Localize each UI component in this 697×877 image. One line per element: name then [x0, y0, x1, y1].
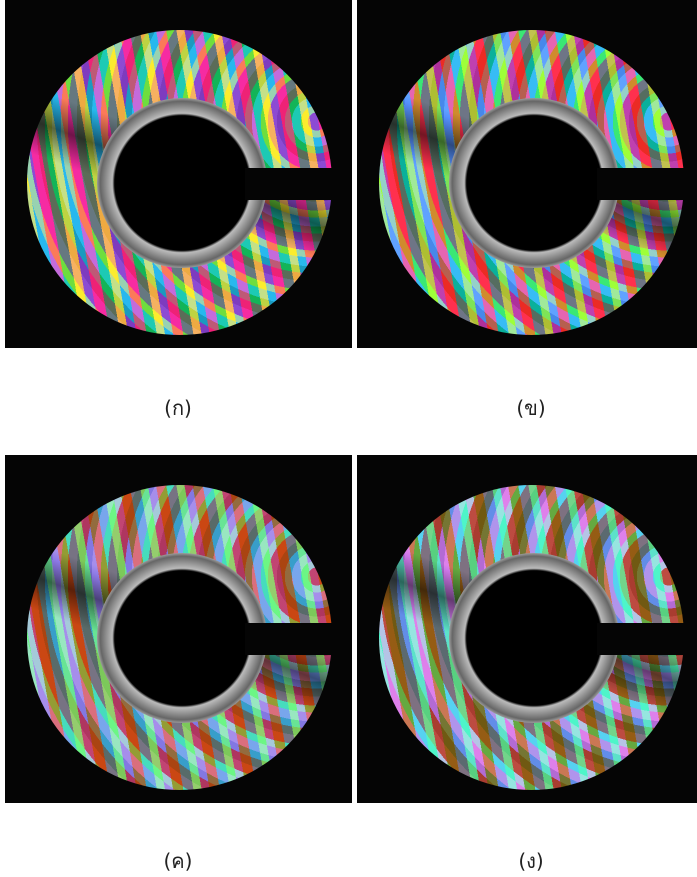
- slot: [597, 168, 697, 200]
- caption: (ก): [138, 392, 218, 424]
- caption: (ข): [491, 392, 571, 424]
- slot: [597, 623, 697, 655]
- photo: [5, 455, 352, 803]
- slot: [245, 168, 352, 200]
- hole: [97, 98, 267, 268]
- hole: [449, 553, 619, 723]
- hole: [97, 553, 267, 723]
- caption: (ค): [138, 845, 218, 877]
- photo: [5, 0, 352, 348]
- page: (ก) (ข) (ค) (ง) (() => { const data = JS…: [0, 0, 697, 872]
- photo: [357, 0, 697, 348]
- photo: [357, 455, 697, 803]
- slot: [245, 623, 352, 655]
- caption: (ง): [491, 845, 571, 877]
- hole: [449, 98, 619, 268]
